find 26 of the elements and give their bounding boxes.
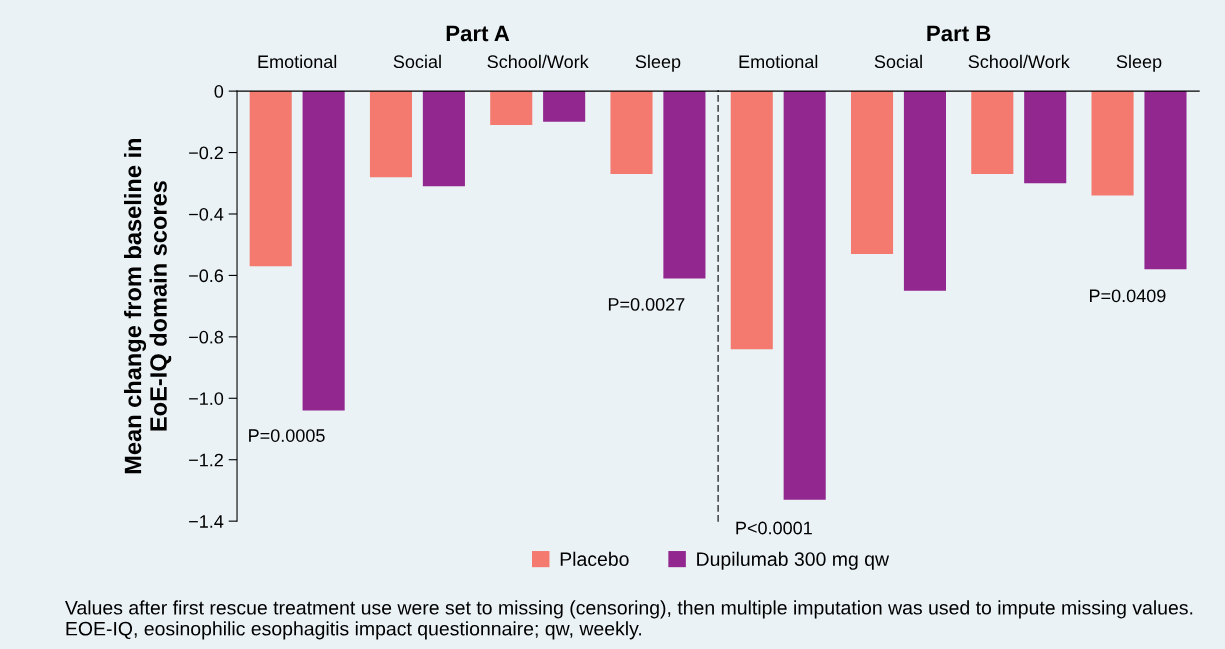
y-tick-label: 0 <box>214 85 224 98</box>
y-tick-label: −1.0 <box>189 392 224 405</box>
chart-title: Part A <box>446 25 510 42</box>
x-tick-label: School/Work <box>487 54 589 69</box>
y-tick-label: −0.2 <box>189 146 223 160</box>
y-axis-title: Mean change from baseline in EoE-IQ domain scores <box>123 138 172 474</box>
x-tick-label: Social <box>393 54 441 69</box>
annotation: P=0.0027 <box>608 298 685 311</box>
legend-label: Dupilumab 300 mg qw <box>697 551 890 570</box>
x-tick-label: Emotional <box>258 54 337 69</box>
y-tick-label: −0.4 <box>189 207 224 221</box>
y-tick-label: −0.8 <box>189 330 224 344</box>
x-tick-label: Sleep <box>1116 54 1162 72</box>
legend-label: Placebo <box>560 551 629 566</box>
text: Values after first rescue treatment use were set to missing (censoring), then multiple imputation was used to impute missing values. EOE-IQ, eosinophilic esophagitis impact questionnaire; qw, weekly. <box>65 600 1193 640</box>
x-tick-label: Sleep <box>635 54 681 72</box>
x-tick-label: School/Work <box>968 54 1070 69</box>
annotation: P=0.0005 <box>249 429 325 442</box>
text: P<0.0001 <box>736 521 812 535</box>
annotation: P=0.0409 <box>1089 289 1166 303</box>
y-tick-label: −1.2 <box>189 453 223 467</box>
y-tick-label: −1.4 <box>189 515 224 528</box>
y-tick-label: −0.6 <box>189 269 224 283</box>
x-tick-label: Emotional <box>739 54 818 69</box>
chart-title: Part B <box>927 25 991 42</box>
x-tick-label: Social <box>874 54 922 69</box>
